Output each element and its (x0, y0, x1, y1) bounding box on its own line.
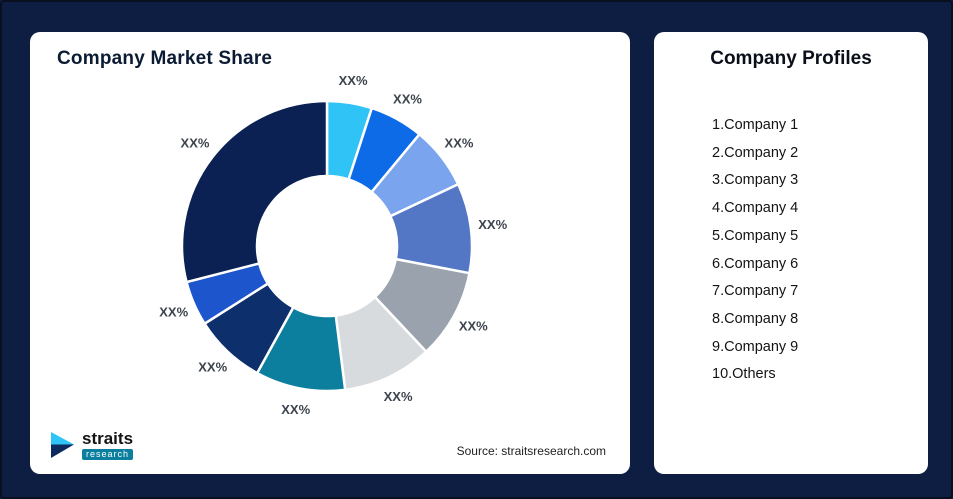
company-list-item: 3.Company 3 (712, 172, 799, 189)
market-share-card: Company Market Share XX% XX% XX% XX% XX% XX% X… (30, 32, 630, 474)
segment-label-3: XX% (445, 136, 474, 151)
company-list-item: 4.Company 4 (712, 200, 799, 217)
segment-label-8: XX% (198, 360, 227, 375)
source-caption: Source: straitsresearch.com (456, 444, 606, 458)
segment-label-5: XX% (459, 319, 488, 334)
segment-label-2: XX% (393, 92, 422, 107)
company-list-item: 6.Company 6 (712, 255, 799, 272)
chart-title: Company Market Share (57, 48, 273, 69)
company-list-item: 9.Company 9 (712, 338, 799, 355)
logo-text: straits research (82, 430, 133, 460)
company-list-item: 7.Company 7 (712, 283, 799, 300)
segment-label-6: XX% (384, 389, 413, 404)
company-list: 1.Company 1 2.Company 2 3.Company 3 4.Co… (712, 112, 912, 389)
donut-chart: XX% XX% XX% XX% XX% XX% XX% XX% XX% XX% (159, 74, 507, 417)
segment-label-4: XX% (478, 217, 507, 232)
segment-label-7: XX% (281, 402, 310, 417)
company-list-item: 5.Company 5 (712, 227, 799, 244)
logo-mark-icon (51, 432, 74, 458)
company-list-item: 10.Others (712, 366, 776, 383)
straits-research-logo: straits research (50, 430, 133, 460)
profiles-title: Company Profiles (710, 48, 872, 69)
logo-name: straits (82, 429, 134, 448)
donut-segment-10 (180, 99, 329, 284)
segment-label-10: XX% (181, 136, 210, 151)
company-list-item: 2.Company 2 (712, 144, 799, 161)
company-list-item: 1.Company 1 (712, 117, 799, 133)
company-list-item: 8.Company 8 (712, 310, 799, 327)
company-profiles-card: Company Profiles 1.Company 1 2.Company 2… (654, 32, 928, 474)
segment-label-1: XX% (339, 74, 368, 88)
logo-subtitle: research (82, 449, 134, 460)
segment-label-9: XX% (159, 304, 188, 319)
